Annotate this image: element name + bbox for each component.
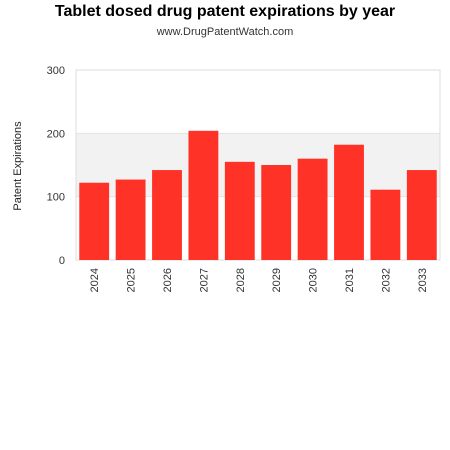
chart-subtitle: www.DrugPatentWatch.com [156, 26, 294, 38]
bar [152, 170, 182, 260]
x-tick-label: 2028 [235, 268, 247, 292]
x-tick-label: 2026 [162, 268, 174, 292]
y-tick-label: 0 [59, 255, 65, 267]
bar [79, 182, 110, 260]
y-tick-label: 200 [47, 128, 65, 140]
bar [406, 170, 437, 260]
x-tick-label: 2031 [344, 268, 356, 292]
x-tick-label: 2027 [198, 268, 210, 292]
x-axis-ticks: 2024 2025 2026 2027 2028 2029 2030 2031 2032 2033 [89, 268, 429, 292]
bars [79, 130, 437, 260]
chart-title: Tablet dosed drug patent expirations by … [54, 3, 396, 20]
bar [297, 158, 328, 260]
x-tick-label: 2033 [417, 268, 429, 292]
y-tick-label: 100 [47, 192, 65, 204]
y-axis-label: Patent Expirations [12, 121, 24, 211]
background-band [76, 70, 440, 134]
y-axis-ticks: 0 100 200 300 [47, 65, 65, 267]
bar [370, 189, 401, 260]
bar [115, 179, 146, 260]
bar [224, 161, 255, 260]
x-tick-label: 2030 [308, 268, 320, 292]
y-tick-label: 300 [47, 65, 65, 77]
x-tick-label: 2025 [126, 268, 138, 292]
bar [261, 165, 292, 260]
x-tick-label: 2032 [380, 268, 392, 292]
bar [188, 130, 219, 260]
x-tick-label: 2029 [271, 268, 283, 292]
bar [334, 144, 364, 260]
x-tick-label: 2024 [89, 268, 101, 292]
plot-frame [75, 69, 441, 261]
